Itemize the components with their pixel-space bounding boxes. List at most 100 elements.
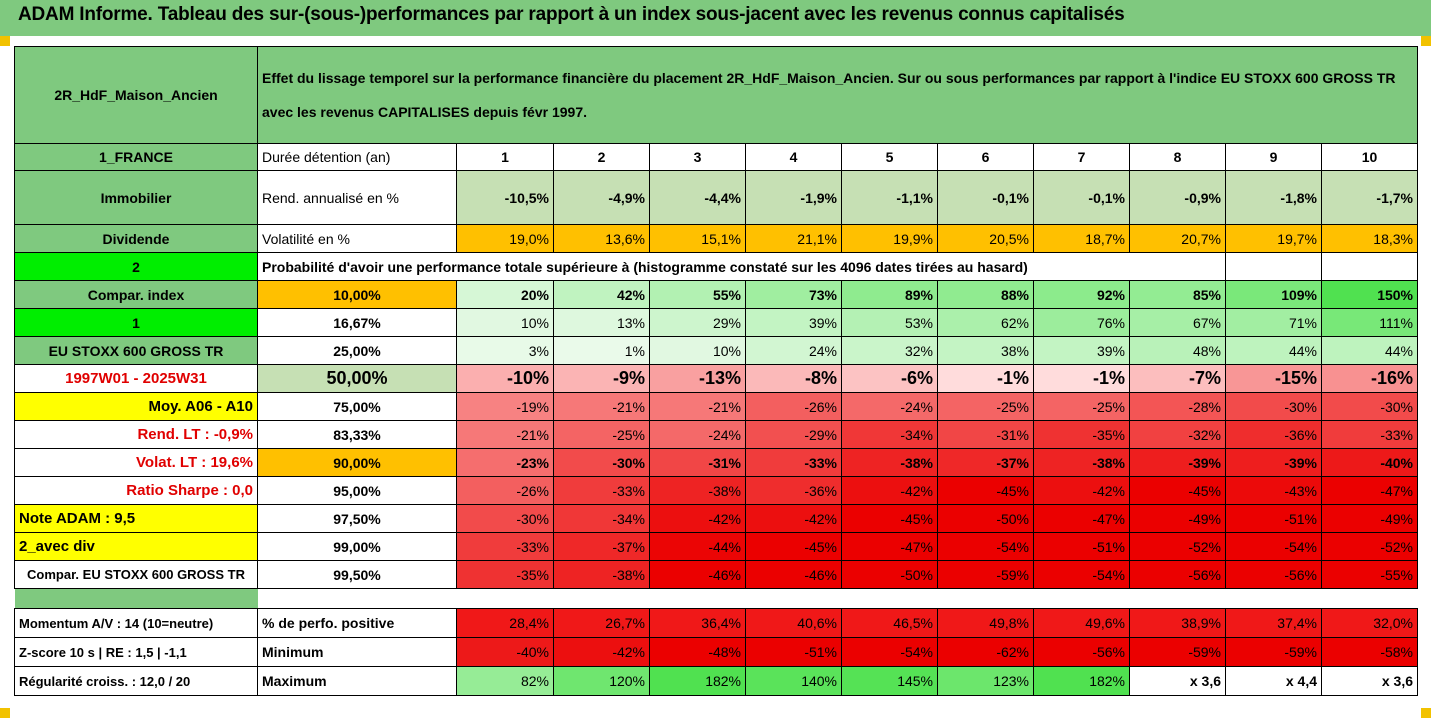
quantile-cell: 48% <box>1129 336 1226 365</box>
year-header: 4 <box>745 143 842 171</box>
quantile-cell: -6% <box>841 364 938 393</box>
quantile-cell: 44% <box>1225 336 1322 365</box>
quantile-cell: 42% <box>553 280 650 309</box>
stat-cell: x 3,6 <box>1321 666 1418 696</box>
quantile-cell: -37% <box>553 532 650 561</box>
quantile-cell: 62% <box>937 308 1034 337</box>
probability-header: Probabilité d'avoir une performance tota… <box>257 252 1226 281</box>
quantile-cell: -38% <box>649 476 746 505</box>
quantile-cell: -33% <box>745 448 842 477</box>
stat-cell: x 3,6 <box>1129 666 1226 696</box>
quantile-cell: -33% <box>1321 420 1418 449</box>
quantile-cell: -39% <box>1225 448 1322 477</box>
annual-return-cell: -10,5% <box>456 170 554 225</box>
quantile-cell: -31% <box>937 420 1034 449</box>
stat-cell: -42% <box>553 637 650 667</box>
quantile-cell: 67% <box>1129 308 1226 337</box>
report-title: ADAM Informe. Tableau des sur-(sous-)per… <box>0 0 1431 36</box>
annual-return-cell: -1,7% <box>1321 170 1418 225</box>
stat-cell: 120% <box>553 666 650 696</box>
stat-cell: -40% <box>456 637 554 667</box>
quantile-cell: -24% <box>841 392 938 421</box>
quantile-cell: -43% <box>1225 476 1322 505</box>
quantile-cell: -10% <box>456 364 554 393</box>
quantile-cell: -42% <box>841 476 938 505</box>
annual-return-cell: -4,4% <box>649 170 746 225</box>
quantile-cell: -55% <box>1321 560 1418 589</box>
quantile-cell: 111% <box>1321 308 1418 337</box>
quantile-cell: -38% <box>841 448 938 477</box>
volatility-cell: 15,1% <box>649 224 746 253</box>
quantile-label: 50,00% <box>257 364 457 393</box>
quantile-label: 75,00% <box>257 392 457 421</box>
stat-cell: 36,4% <box>649 608 746 638</box>
volatility-cell: 19,7% <box>1225 224 1322 253</box>
quantile-cell: -35% <box>1033 420 1130 449</box>
positive-perf-label: % de perfo. positive <box>257 608 457 638</box>
quantile-cell: -31% <box>649 448 746 477</box>
quantile-cell: -32% <box>1129 420 1226 449</box>
volatility-cell: 18,7% <box>1033 224 1130 253</box>
quantile-cell: 1% <box>553 336 650 365</box>
sharpe-label: Ratio Sharpe : 0,0 <box>14 476 258 505</box>
quantile-cell: -25% <box>553 420 650 449</box>
annual-return-cell: -0,1% <box>1033 170 1130 225</box>
year-header: 6 <box>937 143 1034 171</box>
quantile-cell: -19% <box>456 392 554 421</box>
quantile-cell: -33% <box>456 532 554 561</box>
quantile-cell: -40% <box>1321 448 1418 477</box>
corner-marker <box>1421 708 1431 718</box>
stat-cell: 182% <box>1033 666 1130 696</box>
stat-cell: 37,4% <box>1225 608 1322 638</box>
quantile-cell: -33% <box>553 476 650 505</box>
quantile-cell: -13% <box>649 364 746 393</box>
volatility-cell: 18,3% <box>1321 224 1418 253</box>
year-header: 8 <box>1129 143 1226 171</box>
quantile-cell: -49% <box>1321 504 1418 533</box>
quantile-cell: -45% <box>745 532 842 561</box>
quantile-cell: -50% <box>841 560 938 589</box>
quantile-label: 99,00% <box>257 532 457 561</box>
quantile-cell: 89% <box>841 280 938 309</box>
quantile-cell: -26% <box>456 476 554 505</box>
quantile-cell: 20% <box>456 280 554 309</box>
corner-marker <box>0 708 10 718</box>
quantile-cell: -59% <box>937 560 1034 589</box>
annual-return-cell: -1,8% <box>1225 170 1322 225</box>
category-label: Immobilier <box>14 170 258 225</box>
quantile-cell: 29% <box>649 308 746 337</box>
compare-full-label: Compar. EU STOXX 600 GROSS TR <box>14 560 258 589</box>
stat-cell: 32,0% <box>1321 608 1418 638</box>
quantile-label: 25,00% <box>257 336 457 365</box>
volatility-cell: 19,0% <box>456 224 554 253</box>
quantile-cell: -38% <box>1033 448 1130 477</box>
lt-volatility-label: Volat. LT : 19,6% <box>14 448 258 477</box>
quantile-cell: 32% <box>841 336 938 365</box>
quantile-label: 90,00% <box>257 448 457 477</box>
quantile-cell: -47% <box>1033 504 1130 533</box>
maximum-label: Maximum <box>257 666 457 696</box>
quantile-cell: 24% <box>745 336 842 365</box>
stat-cell: 49,8% <box>937 608 1034 638</box>
volatility-cell: 20,7% <box>1129 224 1226 253</box>
year-header: 5 <box>841 143 938 171</box>
stat-cell: -59% <box>1129 637 1226 667</box>
quantile-cell: -47% <box>1321 476 1418 505</box>
empty-cell <box>1225 252 1322 281</box>
stat-cell: x 4,4 <box>1225 666 1322 696</box>
with-div-label: 2_avec div <box>14 532 258 561</box>
quantile-cell: 39% <box>745 308 842 337</box>
stat-cell: 26,7% <box>553 608 650 638</box>
annual-return-cell: -1,1% <box>841 170 938 225</box>
quantile-label: 16,67% <box>257 308 457 337</box>
annual-return-cell: -4,9% <box>553 170 650 225</box>
quantile-cell: 55% <box>649 280 746 309</box>
quantile-cell: -8% <box>745 364 842 393</box>
year-header: 3 <box>649 143 746 171</box>
quantile-cell: 92% <box>1033 280 1130 309</box>
index-name: EU STOXX 600 GROSS TR <box>14 336 258 365</box>
quantile-cell: -7% <box>1129 364 1226 393</box>
stat-cell: -48% <box>649 637 746 667</box>
performance-table: 2R_HdF_Maison_Ancien Effet du lissage te… <box>14 46 1418 696</box>
volatility-label: Volatilité en % <box>257 224 457 253</box>
